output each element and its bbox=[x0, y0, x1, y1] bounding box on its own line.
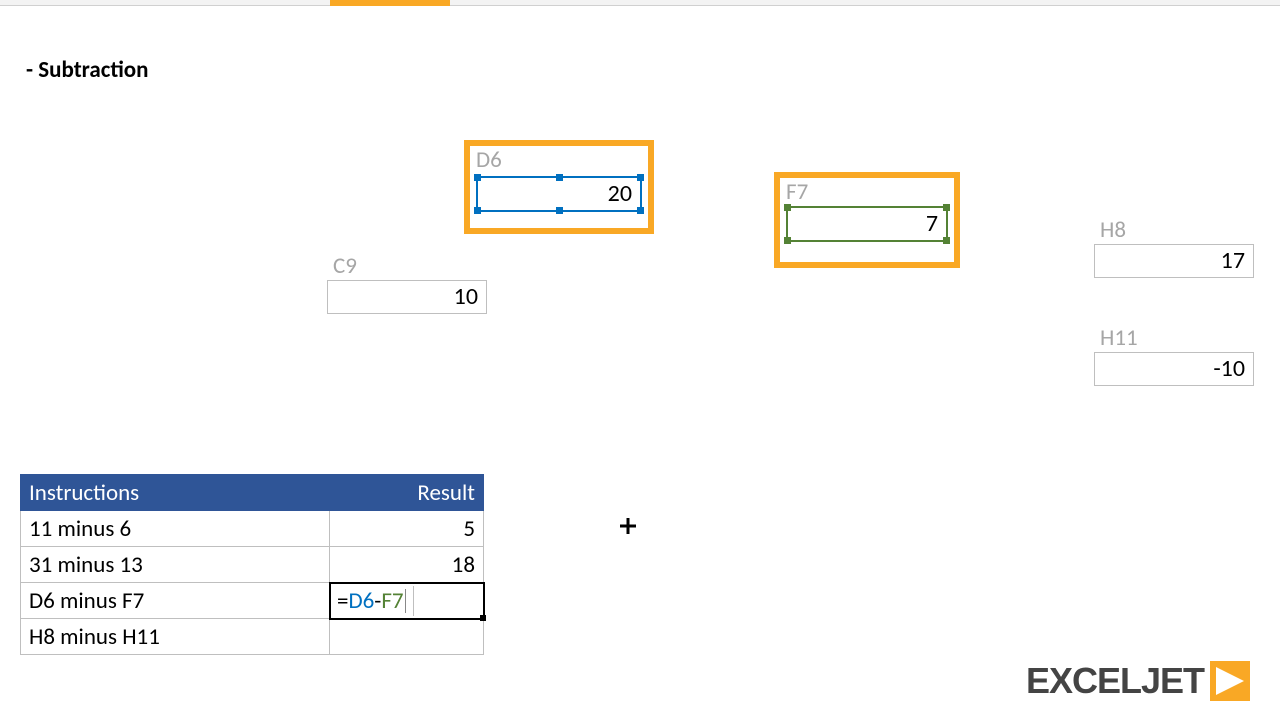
formula-equals: = bbox=[337, 584, 348, 618]
table-cell[interactable]: H8 minus H11 bbox=[21, 619, 330, 655]
selection-handle[interactable] bbox=[943, 237, 950, 244]
table-row[interactable]: 31 minus 13 18 bbox=[21, 547, 484, 583]
cell-divider bbox=[413, 586, 414, 616]
formula-ref-1: D6 bbox=[348, 584, 374, 618]
page-title: - Subtraction bbox=[26, 56, 149, 84]
cell-value: 17 bbox=[1221, 246, 1245, 275]
cell-value: 7 bbox=[926, 209, 938, 238]
cell-value: -10 bbox=[1213, 354, 1245, 383]
exceljet-logo: EXCELJET bbox=[1026, 660, 1250, 702]
cell-value-box[interactable]: 10 bbox=[327, 280, 487, 314]
selection-handle[interactable] bbox=[474, 174, 481, 181]
logo-icon bbox=[1210, 661, 1250, 701]
table-header-instructions: Instructions bbox=[21, 475, 330, 511]
selection-handle[interactable] bbox=[784, 204, 791, 211]
formula-ref-2: F7 bbox=[381, 584, 403, 618]
cell-reference-C9: C9 10 bbox=[327, 252, 487, 314]
selection-handle[interactable] bbox=[474, 207, 481, 214]
cell-value: 20 bbox=[608, 179, 632, 208]
logo-text: EXCELJET bbox=[1026, 660, 1204, 702]
selection-handle[interactable] bbox=[556, 207, 563, 214]
cell-value-box[interactable]: -10 bbox=[1094, 352, 1254, 386]
selection-handle[interactable] bbox=[556, 174, 563, 181]
excel-plus-cursor-icon bbox=[618, 516, 638, 536]
table-row[interactable]: H8 minus H11 bbox=[21, 619, 484, 655]
cell-value: 10 bbox=[454, 282, 478, 311]
table-cell[interactable]: D6 minus F7 bbox=[21, 583, 330, 619]
selection-handle[interactable] bbox=[637, 174, 644, 181]
table-cell[interactable] bbox=[330, 619, 484, 655]
table-row[interactable]: 11 minus 6 5 bbox=[21, 511, 484, 547]
table-cell[interactable]: 5 bbox=[330, 511, 484, 547]
cell-value-box[interactable]: 17 bbox=[1094, 244, 1254, 278]
cell-reference-H11: H11 -10 bbox=[1094, 324, 1254, 386]
table-cell[interactable]: 31 minus 13 bbox=[21, 547, 330, 583]
cell-label: F7 bbox=[780, 178, 954, 206]
table-cell[interactable]: 18 bbox=[330, 547, 484, 583]
ribbon-tab-highlight bbox=[330, 0, 450, 6]
selection-handle[interactable] bbox=[637, 207, 644, 214]
table-cell[interactable]: 11 minus 6 bbox=[21, 511, 330, 547]
text-cursor bbox=[405, 589, 406, 613]
active-formula-cell[interactable]: =D6-F7 bbox=[329, 582, 485, 620]
cell-label: D6 bbox=[470, 146, 648, 174]
table-header-result: Result bbox=[330, 475, 484, 511]
selection-handle[interactable] bbox=[784, 237, 791, 244]
cell-label: H11 bbox=[1094, 324, 1254, 352]
cell-reference-D6[interactable]: D6 20 bbox=[464, 140, 654, 234]
table-header-row: Instructions Result bbox=[21, 475, 484, 511]
cell-reference-F7[interactable]: F7 7 bbox=[774, 172, 960, 268]
fill-handle[interactable] bbox=[480, 615, 486, 621]
cell-value-box[interactable]: 20 bbox=[476, 176, 642, 212]
cell-label: H8 bbox=[1094, 216, 1254, 244]
cell-label: C9 bbox=[327, 252, 487, 280]
instructions-table: Instructions Result 11 minus 6 5 31 minu… bbox=[20, 474, 484, 655]
selection-handle[interactable] bbox=[943, 204, 950, 211]
ribbon-edge bbox=[0, 0, 1280, 6]
cell-reference-H8: H8 17 bbox=[1094, 216, 1254, 278]
formula-operator: - bbox=[374, 584, 381, 618]
cell-value-box[interactable]: 7 bbox=[786, 206, 948, 242]
